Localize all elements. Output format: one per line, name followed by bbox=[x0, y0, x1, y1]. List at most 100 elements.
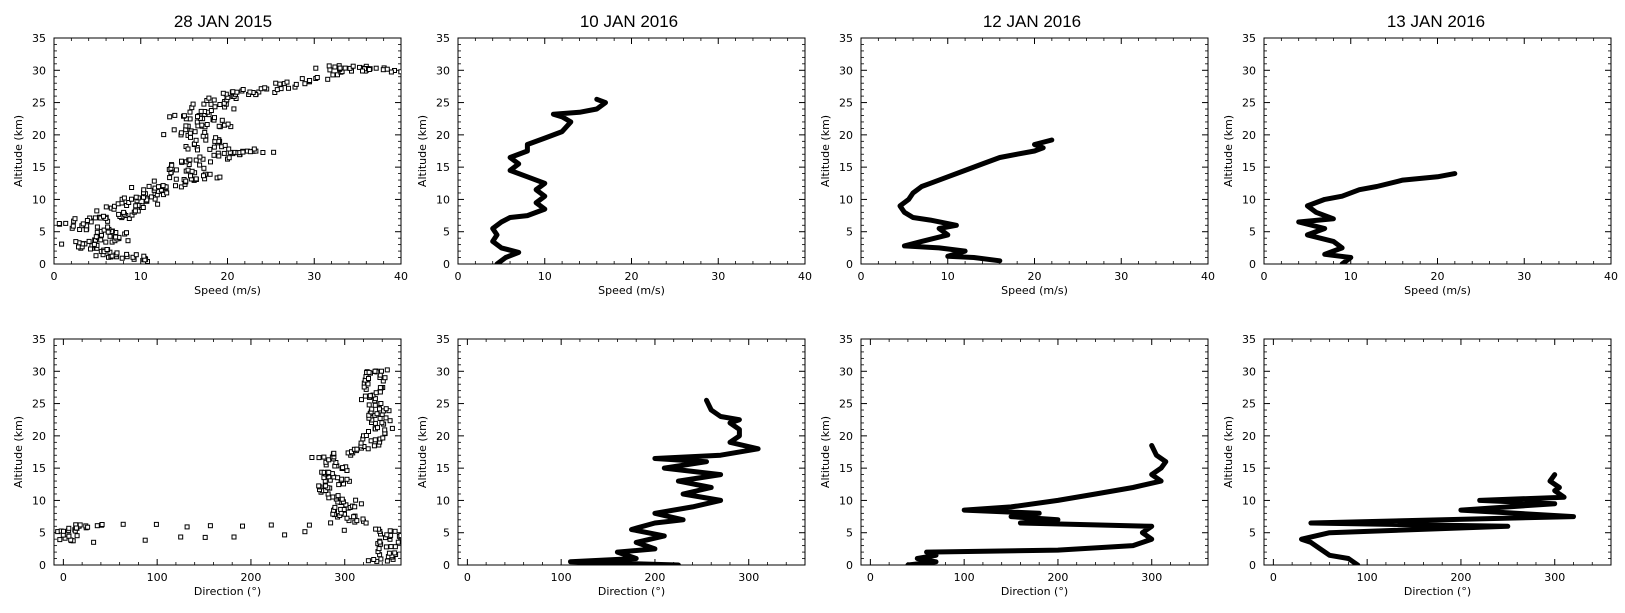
panel-3-ytick-label: 25 bbox=[839, 97, 853, 110]
panel-1-scatter-point bbox=[201, 173, 206, 179]
panel-1-scatter-point bbox=[208, 101, 214, 107]
panel-6-ytick-label: 35 bbox=[436, 333, 450, 346]
panel-5-scatter-point bbox=[309, 455, 315, 460]
panel-2: 0 5 10 15 20 25 30 35 0 10 20 30 40 Speed (m/s) Altitu… bbox=[416, 32, 812, 297]
panel-1-scatter-point bbox=[273, 80, 279, 86]
panel-2-ytick-label: 25 bbox=[436, 97, 450, 110]
panel-1-scatter-point bbox=[113, 234, 119, 240]
panel-2-ylabel: Altitude (km) bbox=[416, 115, 429, 187]
panel-2-data bbox=[490, 96, 608, 264]
panel-7-ytick-label: 5 bbox=[846, 527, 853, 540]
panel-1-scatter-point bbox=[126, 216, 132, 221]
panel-1-scatter-point bbox=[167, 114, 173, 120]
panel-1-ytick-label: 35 bbox=[32, 32, 46, 45]
panel-5-scatter-point bbox=[331, 450, 337, 456]
panel-8-ytick-label: 0 bbox=[1249, 559, 1256, 572]
panel-1-scatter-point bbox=[151, 178, 157, 184]
panel-5-ytick-label: 25 bbox=[32, 398, 46, 411]
panel-5-scatter-point bbox=[332, 504, 338, 510]
panel-5-data bbox=[55, 367, 401, 564]
panel-8-xtick-label: 300 bbox=[1544, 571, 1565, 584]
panel-5-scatter-point bbox=[384, 532, 390, 538]
panel-1-scatter-point bbox=[213, 135, 219, 141]
panel-5-scatter-point bbox=[387, 418, 393, 424]
panel-4-data bbox=[1296, 171, 1458, 264]
panel-5-xtick-label: 0 bbox=[60, 571, 67, 584]
panel-1-scatter-point bbox=[98, 237, 104, 243]
panel-5-scatter-point bbox=[373, 390, 379, 396]
panel-1-scatter-point bbox=[216, 153, 222, 159]
panel-5-scatter-point bbox=[85, 524, 91, 530]
panel-1-scatter-point bbox=[124, 230, 129, 236]
panel-1-scatter-point bbox=[156, 184, 161, 190]
panel-5-scatter-point bbox=[353, 497, 359, 503]
panel-3: 0 5 10 15 20 25 30 35 0 10 20 30 40 Speed (m/s) Altitu… bbox=[819, 32, 1215, 297]
panel-5-scatter-point bbox=[379, 420, 385, 426]
panel-5-scatter-point bbox=[362, 393, 368, 399]
panel-8-ytick-label: 30 bbox=[1242, 365, 1256, 378]
panel-5-scatter-point bbox=[328, 520, 334, 526]
panel-1-scatter-point bbox=[231, 106, 237, 112]
panel-5-scatter-point bbox=[384, 558, 390, 564]
panel-5-scatter-point bbox=[306, 522, 312, 528]
panel-5-scatter-point bbox=[323, 483, 329, 489]
panel-6-ytick-label: 25 bbox=[436, 398, 450, 411]
panel-5-ytick-label: 10 bbox=[32, 494, 46, 507]
panel-1-ytick-label: 0 bbox=[39, 258, 46, 271]
panel-5-scatter-point bbox=[240, 523, 245, 529]
panel-4-ytick-label: 35 bbox=[1242, 32, 1256, 45]
panel-2-ytick-label: 35 bbox=[436, 32, 450, 45]
panel-1-scatter-point bbox=[169, 162, 175, 168]
panel-7-frame bbox=[860, 338, 1209, 566]
panel-1-scatter-point bbox=[342, 65, 348, 71]
panel-1-scatter-point bbox=[388, 69, 394, 75]
panel-1-scatter-point bbox=[105, 229, 111, 235]
panel-5-scatter-point bbox=[336, 482, 342, 488]
panel-1-scatter-point bbox=[260, 150, 266, 155]
panel-1-scatter-point bbox=[84, 218, 90, 223]
panel-3-xtick-label: 30 bbox=[1114, 270, 1128, 283]
panel-1-scatter-point bbox=[212, 115, 217, 121]
panel-5-scatter-point bbox=[378, 556, 384, 562]
panel-1-xtick-label: 0 bbox=[51, 270, 58, 283]
panel-1-scatter-point bbox=[366, 67, 372, 72]
panel-1-scatter-point bbox=[274, 87, 280, 93]
panel-5-scatter-point bbox=[142, 537, 148, 543]
panel-5-scatter-point bbox=[363, 520, 369, 526]
panel-4-ylabel: Altitude (km) bbox=[1222, 115, 1235, 187]
panel-3-xtick-label: 40 bbox=[1201, 270, 1215, 283]
panel-5-scatter-point bbox=[73, 525, 79, 531]
panel-8-ytick-label: 10 bbox=[1242, 494, 1256, 507]
panel-8-frame bbox=[1263, 338, 1612, 566]
panel-1-scatter-point bbox=[129, 196, 134, 202]
panel-5-scatter-point bbox=[383, 415, 389, 421]
panel-1-scatter-point bbox=[179, 158, 184, 164]
panel-1-scatter-point bbox=[188, 134, 193, 140]
panel-1-scatter-point bbox=[398, 69, 401, 75]
panel-1-scatter-point bbox=[193, 157, 199, 163]
panel-7-ytick-label: 15 bbox=[839, 462, 853, 475]
panel-5-scatter-point bbox=[61, 528, 66, 534]
panel-1-ytick-label: 15 bbox=[32, 161, 46, 174]
panel-6-xtick-label: 0 bbox=[464, 571, 471, 584]
panel-1-ytick-label: 5 bbox=[39, 226, 46, 239]
panel-1-scatter-point bbox=[181, 113, 187, 119]
panel-4-ytick-label: 25 bbox=[1242, 97, 1256, 110]
panel-1-scatter-point bbox=[199, 122, 205, 128]
panel-5-scatter-point bbox=[366, 429, 371, 434]
panel-5-scatter-point bbox=[377, 389, 383, 395]
panel-1-scatter-point bbox=[219, 117, 225, 123]
panel-5-scatter-point bbox=[365, 381, 371, 387]
panel-5-ytick-label: 30 bbox=[32, 365, 46, 378]
panel-5-scatter-point bbox=[398, 533, 401, 539]
panel-1-scatter-point bbox=[173, 176, 179, 182]
panel-5-scatter-point bbox=[366, 369, 372, 375]
panel-1-scatter-point bbox=[247, 149, 253, 155]
panel-7-ytick-label: 25 bbox=[839, 398, 853, 411]
panel-5-ytick-label: 5 bbox=[39, 527, 46, 540]
panel-1-scatter-point bbox=[63, 220, 69, 226]
panel-4-ytick-label: 15 bbox=[1242, 161, 1256, 174]
panel-5-scatter-point bbox=[344, 476, 350, 482]
panel-1-scatter-point bbox=[247, 89, 253, 95]
column-title-3: 12 JAN 2016 bbox=[983, 12, 1081, 31]
